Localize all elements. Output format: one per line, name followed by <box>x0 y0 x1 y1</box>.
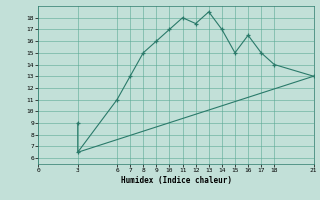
X-axis label: Humidex (Indice chaleur): Humidex (Indice chaleur) <box>121 176 231 185</box>
